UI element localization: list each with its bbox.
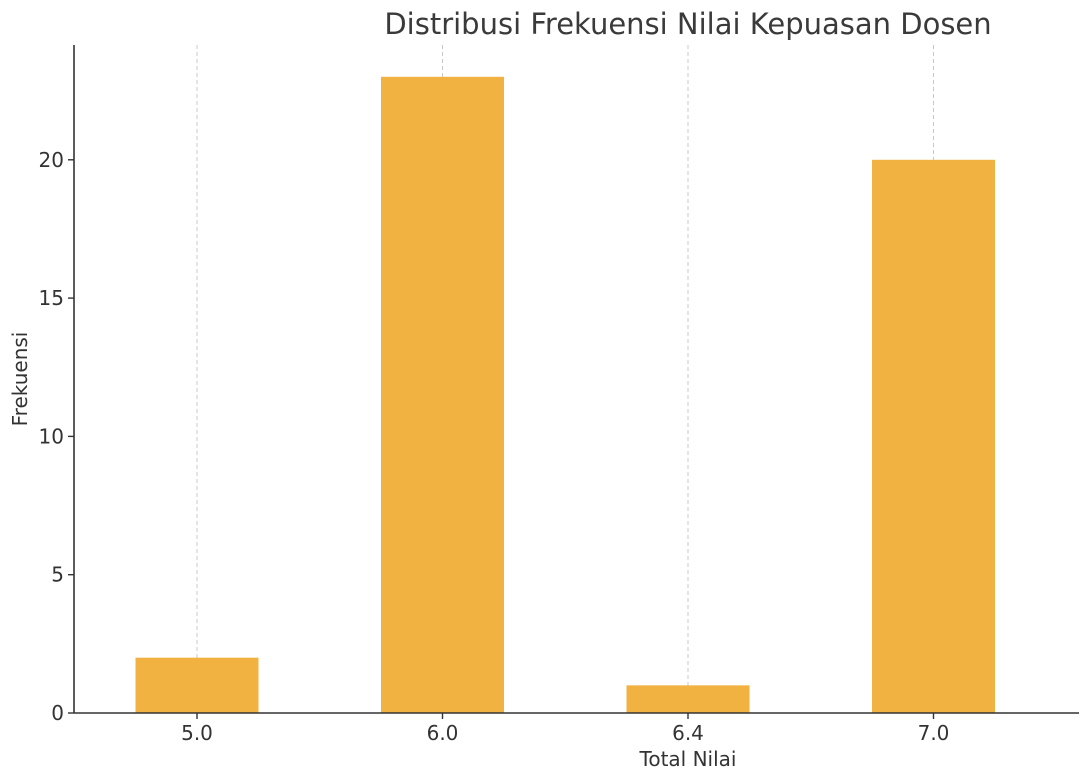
- bar: [872, 159, 995, 713]
- ticks: 5.0 6.0 6.4 7.0 0 5 10 15 20: [39, 148, 950, 745]
- y-tick-label: 0: [51, 701, 64, 725]
- bar: [626, 685, 750, 713]
- grid-lines: [196, 45, 934, 713]
- x-tick-label: 6.4: [672, 721, 704, 745]
- y-tick-label: 5: [51, 563, 64, 587]
- y-tick-label: 15: [39, 286, 64, 310]
- bar: [381, 76, 504, 714]
- y-tick-label: 10: [39, 424, 64, 448]
- x-tick-label: 7.0: [918, 721, 950, 745]
- bars: [135, 76, 995, 714]
- x-tick-label: 5.0: [181, 721, 213, 745]
- bar: [135, 657, 259, 713]
- chart-title: Distribusi Frekuensi Nilai Kepuasan Dose…: [384, 7, 991, 41]
- y-axis-label: Frekuensi: [8, 332, 32, 427]
- x-axis-label: Total Nilai: [639, 747, 737, 771]
- y-tick-label: 20: [39, 148, 64, 172]
- x-tick-label: 6.0: [427, 721, 459, 745]
- axes: [73, 45, 1079, 714]
